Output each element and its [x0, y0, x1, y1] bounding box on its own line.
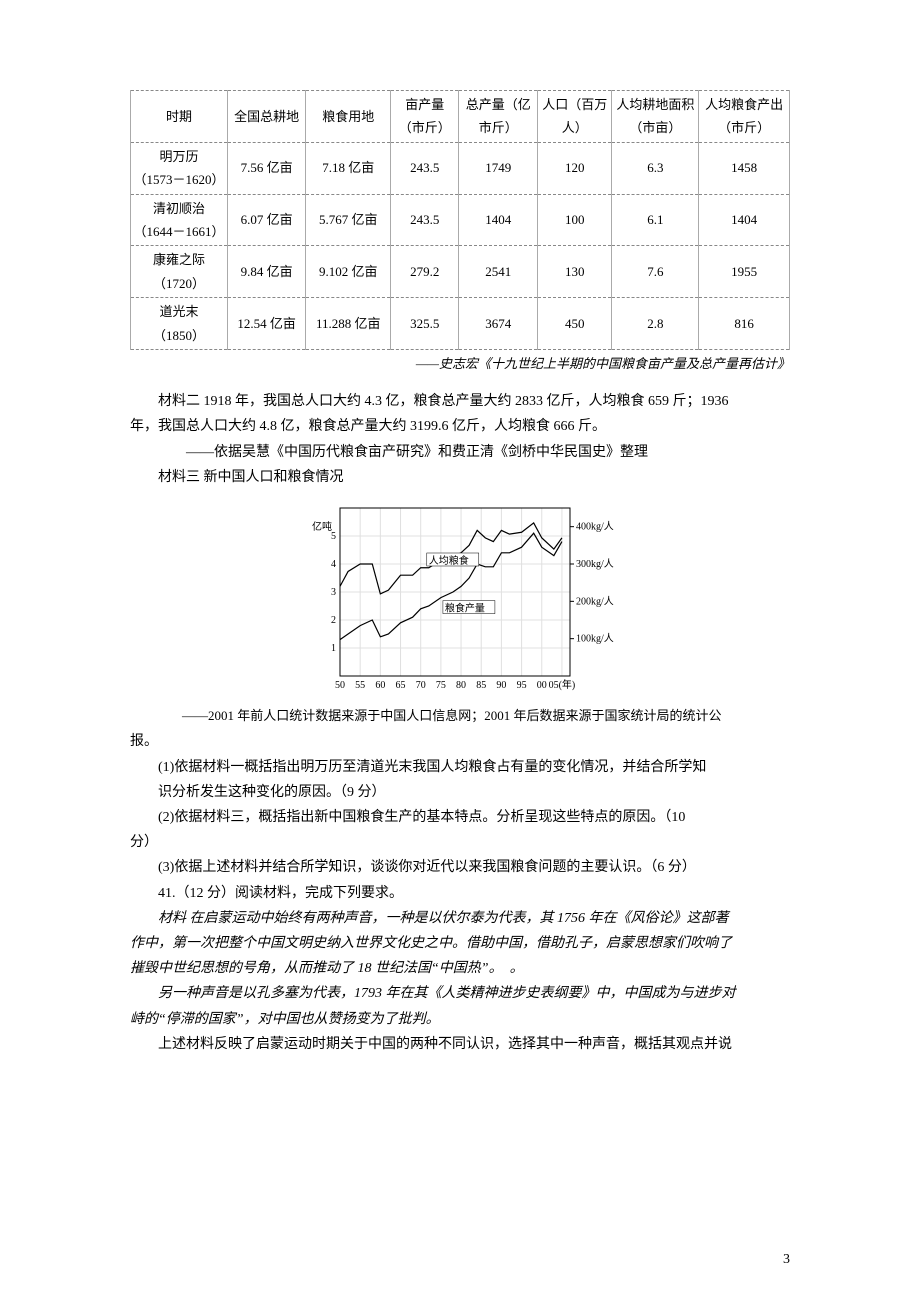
cell: 9.84 亿亩	[227, 246, 306, 298]
cell: 2541	[459, 246, 538, 298]
grain-chart: 12345亿吨100kg/人200kg/人300kg/人400kg/人50556…	[295, 498, 625, 698]
material3-source: ——2001 年前人口统计数据来源于中国人口信息网；2001 年后数据来源于国家…	[130, 704, 790, 727]
cell: 325.5	[391, 298, 459, 350]
cell: 3674	[459, 298, 538, 350]
svg-text:3: 3	[331, 587, 336, 598]
svg-text:05(年): 05(年)	[549, 678, 576, 691]
svg-text:100kg/人: 100kg/人	[576, 633, 614, 645]
svg-text:60: 60	[375, 680, 385, 691]
table-row: 道光末（1850）12.54 亿亩11.288 亿亩325.536744502.…	[131, 298, 790, 350]
cell: 2.8	[612, 298, 699, 350]
item41-p3: 摧毁中世纪思想的号角，从而推动了 18 世纪法国“中国热”。 。	[130, 956, 790, 981]
cell: 130	[538, 246, 612, 298]
svg-text:75: 75	[436, 680, 446, 691]
cell: 243.5	[391, 194, 459, 246]
question-3: (3)依据上述材料并结合所学知识，谈谈你对近代以来我国粮食问题的主要认识。（6 …	[130, 855, 790, 880]
item41-p5: 峙的“停滞的国家”，对中国也从赞扬变为了批判。	[130, 1007, 790, 1032]
question-1a: (1)依据材料一概括指出明万历至清道光末我国人均粮食占有量的变化情况，并结合所学…	[130, 755, 790, 780]
item41-head: 41.（12 分）阅读材料，完成下列要求。	[130, 881, 790, 906]
svg-text:亿吨: 亿吨	[312, 520, 332, 533]
item41-p6: 上述材料反映了启蒙运动时期关于中国的两种不同认识，选择其中一种声音，概括其观点并…	[130, 1032, 790, 1057]
svg-text:50: 50	[335, 680, 345, 691]
cell: 7.6	[612, 246, 699, 298]
svg-text:300kg/人: 300kg/人	[576, 558, 614, 570]
cell: 9.102 亿亩	[306, 246, 391, 298]
cell: 1458	[699, 142, 790, 194]
cell: 1404	[699, 194, 790, 246]
svg-text:4: 4	[331, 559, 336, 570]
svg-text:1: 1	[331, 643, 336, 654]
cell: 120	[538, 142, 612, 194]
material3-title: 材料三 新中国人口和粮食情况	[130, 465, 790, 490]
item41-p1: 材料 在启蒙运动中始终有两种声音，一种是以伏尔泰为代表，其 1756 年在《风俗…	[130, 906, 790, 931]
svg-text:70: 70	[416, 680, 426, 691]
cell: 1955	[699, 246, 790, 298]
cell-period: 康雍之际（1720）	[131, 246, 228, 298]
svg-text:80: 80	[456, 680, 466, 691]
question-1b: 识分析发生这种变化的原因。（9 分）	[130, 780, 790, 805]
question-2a: (2)依据材料三，概括指出新中国粮食生产的基本特点。分析呈现这些特点的原因。（1…	[130, 805, 790, 830]
cell: 100	[538, 194, 612, 246]
cell: 6.3	[612, 142, 699, 194]
item41-p2: 作中，第一次把整个中国文明史纳入世界文化史之中。借助中国，借助孔子，启蒙思想家们…	[130, 931, 790, 956]
cell-period: 清初顺治（1644－1661）	[131, 194, 228, 246]
col-population: 人口（百万人）	[538, 91, 612, 143]
col-total-yield: 总产量（亿市斤）	[459, 91, 538, 143]
col-grain-land: 粮食用地	[306, 91, 391, 143]
material2-source: ——依据吴慧《中国历代粮食亩产研究》和费正清《剑桥中华民国史》整理	[130, 440, 790, 465]
table-row: 清初顺治（1644－1661）6.07 亿亩5.767 亿亩243.514041…	[131, 194, 790, 246]
table-source: ——史志宏《十九世纪上半期的中国粮食亩产量及总产量再估计》	[130, 352, 790, 375]
table-header-row: 时期 全国总耕地 粮食用地 亩产量（市斤） 总产量（亿市斤） 人口（百万人） 人…	[131, 91, 790, 143]
svg-text:00: 00	[537, 680, 547, 691]
svg-text:95: 95	[517, 680, 527, 691]
cell: 5.767 亿亩	[306, 194, 391, 246]
cell-period: 道光末（1850）	[131, 298, 228, 350]
item41-p4: 另一种声音是以孔多塞为代表，1793 年在其《人类精神进步史表纲要》中，中国成为…	[130, 981, 790, 1006]
table-row: 明万历（1573－1620）7.56 亿亩7.18 亿亩243.51749120…	[131, 142, 790, 194]
cell: 279.2	[391, 246, 459, 298]
svg-text:55: 55	[355, 680, 365, 691]
cell: 816	[699, 298, 790, 350]
svg-text:400kg/人: 400kg/人	[576, 521, 614, 533]
svg-text:2: 2	[331, 615, 336, 626]
cell: 6.07 亿亩	[227, 194, 306, 246]
svg-text:人均粮食: 人均粮食	[429, 554, 469, 567]
page-number: 3	[783, 1247, 790, 1272]
material2-line2: 年，我国总人口大约 4.8 亿，粮食总产量大约 3199.6 亿斤，人均粮食 6…	[130, 414, 790, 439]
cell: 12.54 亿亩	[227, 298, 306, 350]
svg-text:粮食产量: 粮食产量	[445, 602, 485, 615]
cell: 1404	[459, 194, 538, 246]
cell: 11.288 亿亩	[306, 298, 391, 350]
col-total-land: 全国总耕地	[227, 91, 306, 143]
cell: 6.1	[612, 194, 699, 246]
col-mu-yield: 亩产量（市斤）	[391, 91, 459, 143]
cell: 450	[538, 298, 612, 350]
cell: 7.56 亿亩	[227, 142, 306, 194]
grain-history-table: 时期 全国总耕地 粮食用地 亩产量（市斤） 总产量（亿市斤） 人口（百万人） 人…	[130, 90, 790, 350]
cell: 7.18 亿亩	[306, 142, 391, 194]
material3-source2: 报。	[130, 729, 790, 754]
svg-text:85: 85	[476, 680, 486, 691]
col-land-per-capita: 人均耕地面积（市亩）	[612, 91, 699, 143]
col-period: 时期	[131, 91, 228, 143]
table-row: 康雍之际（1720）9.84 亿亩9.102 亿亩279.225411307.6…	[131, 246, 790, 298]
cell-period: 明万历（1573－1620）	[131, 142, 228, 194]
cell: 243.5	[391, 142, 459, 194]
question-2b: 分）	[130, 830, 790, 855]
cell: 1749	[459, 142, 538, 194]
svg-text:200kg/人: 200kg/人	[576, 595, 614, 607]
col-grain-per-capita: 人均粮食产出（市斤）	[699, 91, 790, 143]
svg-text:65: 65	[396, 680, 406, 691]
svg-text:90: 90	[496, 680, 506, 691]
material2-line1: 材料二 1918 年，我国总人口大约 4.3 亿，粮食总产量大约 2833 亿斤…	[130, 389, 790, 414]
